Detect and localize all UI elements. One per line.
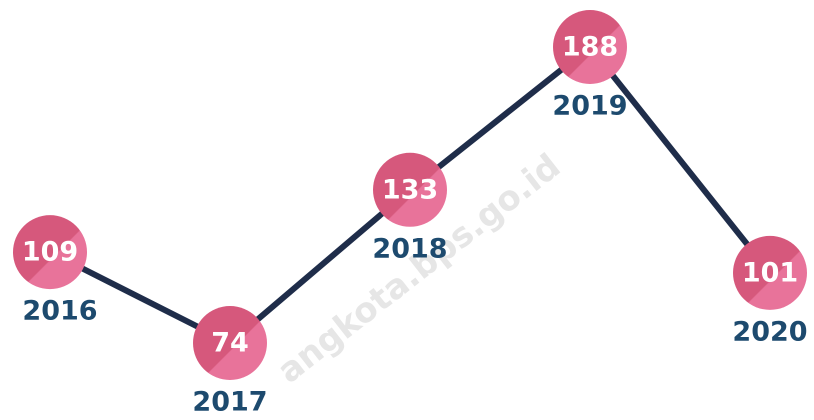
- plot: 109 2016 74 2017 133 2018 188 2019 101 2020: [13, 10, 808, 418]
- point: [13, 215, 87, 290]
- x-label: 2020: [732, 316, 807, 347]
- data-label: 109: [22, 237, 78, 268]
- point: [373, 152, 447, 227]
- x-label: 2019: [552, 91, 627, 122]
- point: [553, 10, 627, 84]
- x-label: 2017: [192, 387, 267, 417]
- data-label: 133: [382, 174, 438, 205]
- data-label: 188: [562, 32, 618, 63]
- point: [733, 235, 807, 310]
- x-label: 2018: [372, 233, 447, 264]
- x-label: 2016: [22, 296, 97, 327]
- data-label: 101: [742, 257, 798, 288]
- data-label: 74: [211, 328, 249, 359]
- point: [193, 306, 267, 380]
